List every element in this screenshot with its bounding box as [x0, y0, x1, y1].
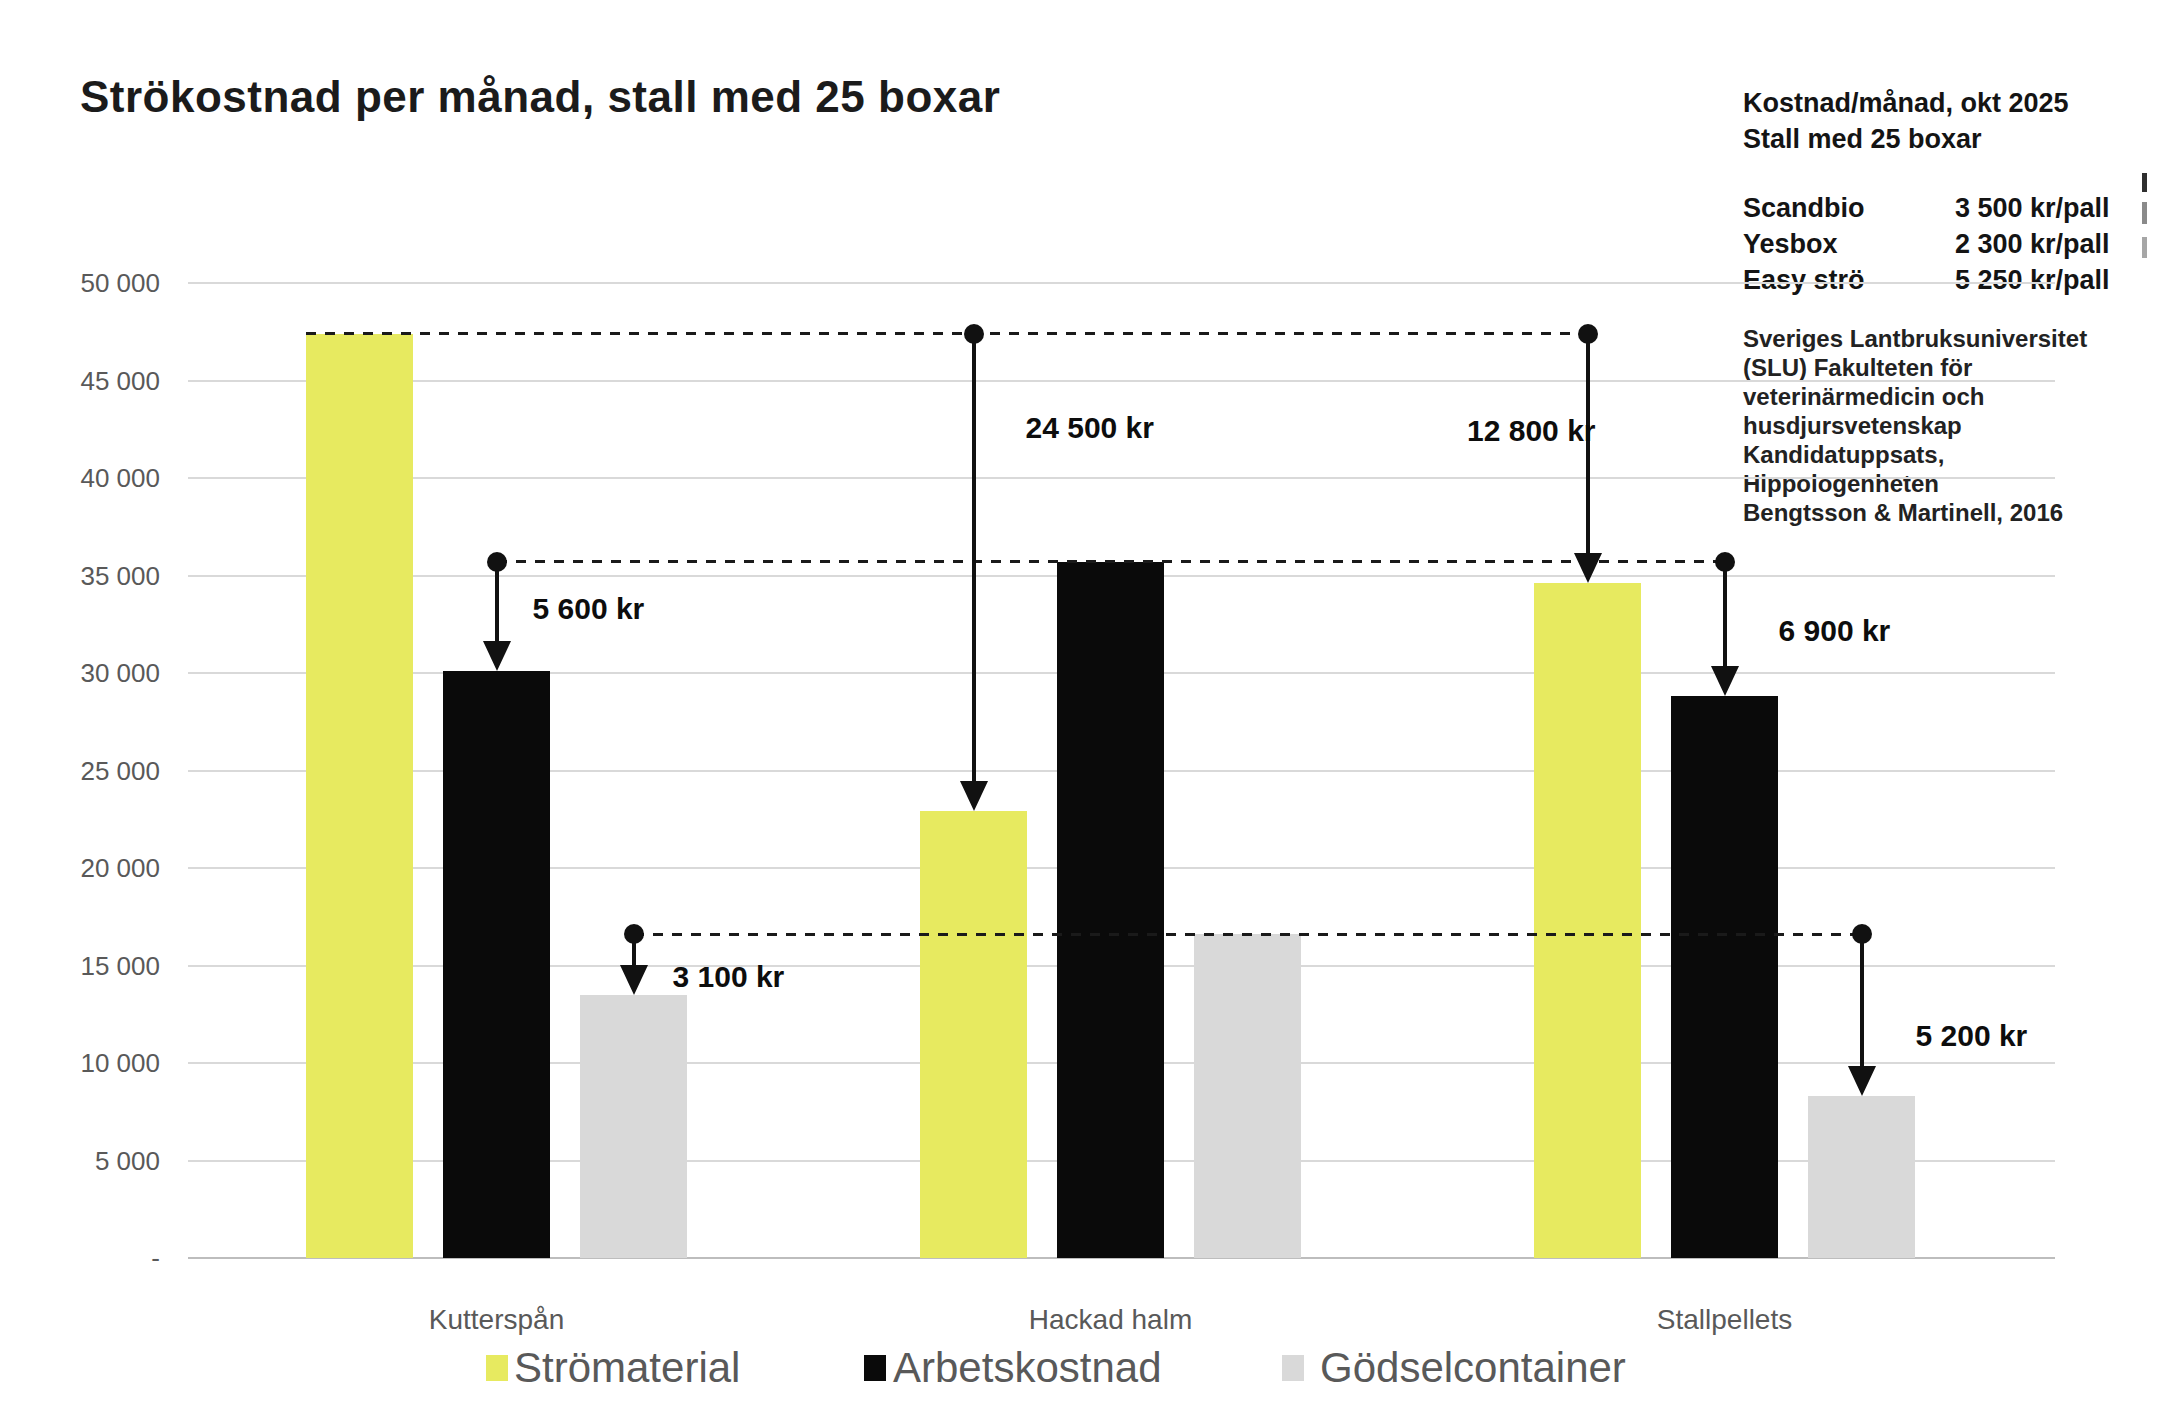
bar-strömaterial: [1534, 583, 1641, 1258]
legend-label: Gödselcontainer: [1320, 1344, 1626, 1392]
y-axis-tick-label: 20 000: [30, 853, 160, 884]
bar-gödselcontainer: [1194, 934, 1301, 1258]
legend-swatch: [486, 1355, 508, 1381]
annotation-arrow-stem: [495, 562, 499, 645]
bar-strömaterial: [920, 811, 1027, 1258]
bar-gödselcontainer: [1808, 1096, 1915, 1258]
arrow-down-icon: [483, 641, 511, 671]
bar-strömaterial: [306, 334, 413, 1258]
y-axis-tick-label: 15 000: [30, 950, 160, 981]
bar-arbetskostnad: [1671, 696, 1778, 1258]
annotation-label: 6 900 kr: [1779, 614, 1891, 648]
legend-swatch: [864, 1355, 886, 1381]
gridline: [188, 477, 2055, 479]
arrow-down-icon: [1711, 666, 1739, 696]
annotation-label: 5 200 kr: [1916, 1019, 2028, 1053]
y-axis-tick-label: 50 000: [30, 268, 160, 299]
slide-canvas: Strökostnad per månad, stall med 25 boxa…: [0, 0, 2160, 1410]
y-axis-tick-label: 10 000: [30, 1048, 160, 1079]
y-axis-tick-label: -: [30, 1243, 160, 1274]
reference-dashed-line: [497, 560, 1725, 563]
y-axis-tick-label: 45 000: [30, 365, 160, 396]
gridline: [188, 380, 2055, 382]
bar-arbetskostnad: [1057, 562, 1164, 1258]
arrow-down-icon: [620, 965, 648, 995]
annotation-label: 12 800 kr: [1467, 414, 1595, 448]
reference-dashed-line: [306, 332, 1588, 335]
x-axis-category-label: Kutterspån: [429, 1304, 564, 1336]
annotation-arrow-stem: [1723, 562, 1727, 671]
y-axis-tick-label: 25 000: [30, 755, 160, 786]
y-axis-tick-label: 40 000: [30, 463, 160, 494]
y-axis-tick-label: 35 000: [30, 560, 160, 591]
annotation-label: 5 600 kr: [533, 592, 645, 626]
x-axis-category-label: Hackad halm: [1029, 1304, 1192, 1336]
arrow-down-icon: [1848, 1066, 1876, 1096]
legend-label: Arbetskostnad: [893, 1344, 1162, 1392]
bar-chart: - 5 000 10 000 15 000 20 000 25 000 30 000 35 0…: [0, 0, 2160, 1410]
reference-dashed-line: [634, 933, 1862, 936]
annotation-label: 24 500 kr: [1026, 411, 1154, 445]
gridline: [188, 282, 2055, 284]
x-axis-category-label: Stallpellets: [1657, 1304, 1792, 1336]
bar-arbetskostnad: [443, 671, 550, 1258]
bar-gödselcontainer: [580, 995, 687, 1258]
annotation-arrow-stem: [972, 334, 976, 786]
arrow-down-icon: [960, 781, 988, 811]
y-axis-tick-label: 5 000: [30, 1145, 160, 1176]
legend-swatch: [1282, 1355, 1304, 1381]
arrow-down-icon: [1574, 553, 1602, 583]
annotation-label: 3 100 kr: [673, 960, 785, 994]
annotation-arrow-stem: [632, 934, 636, 968]
legend-label: Strömaterial: [514, 1344, 740, 1392]
y-axis-tick-label: 30 000: [30, 658, 160, 689]
annotation-arrow-stem: [1860, 934, 1864, 1070]
